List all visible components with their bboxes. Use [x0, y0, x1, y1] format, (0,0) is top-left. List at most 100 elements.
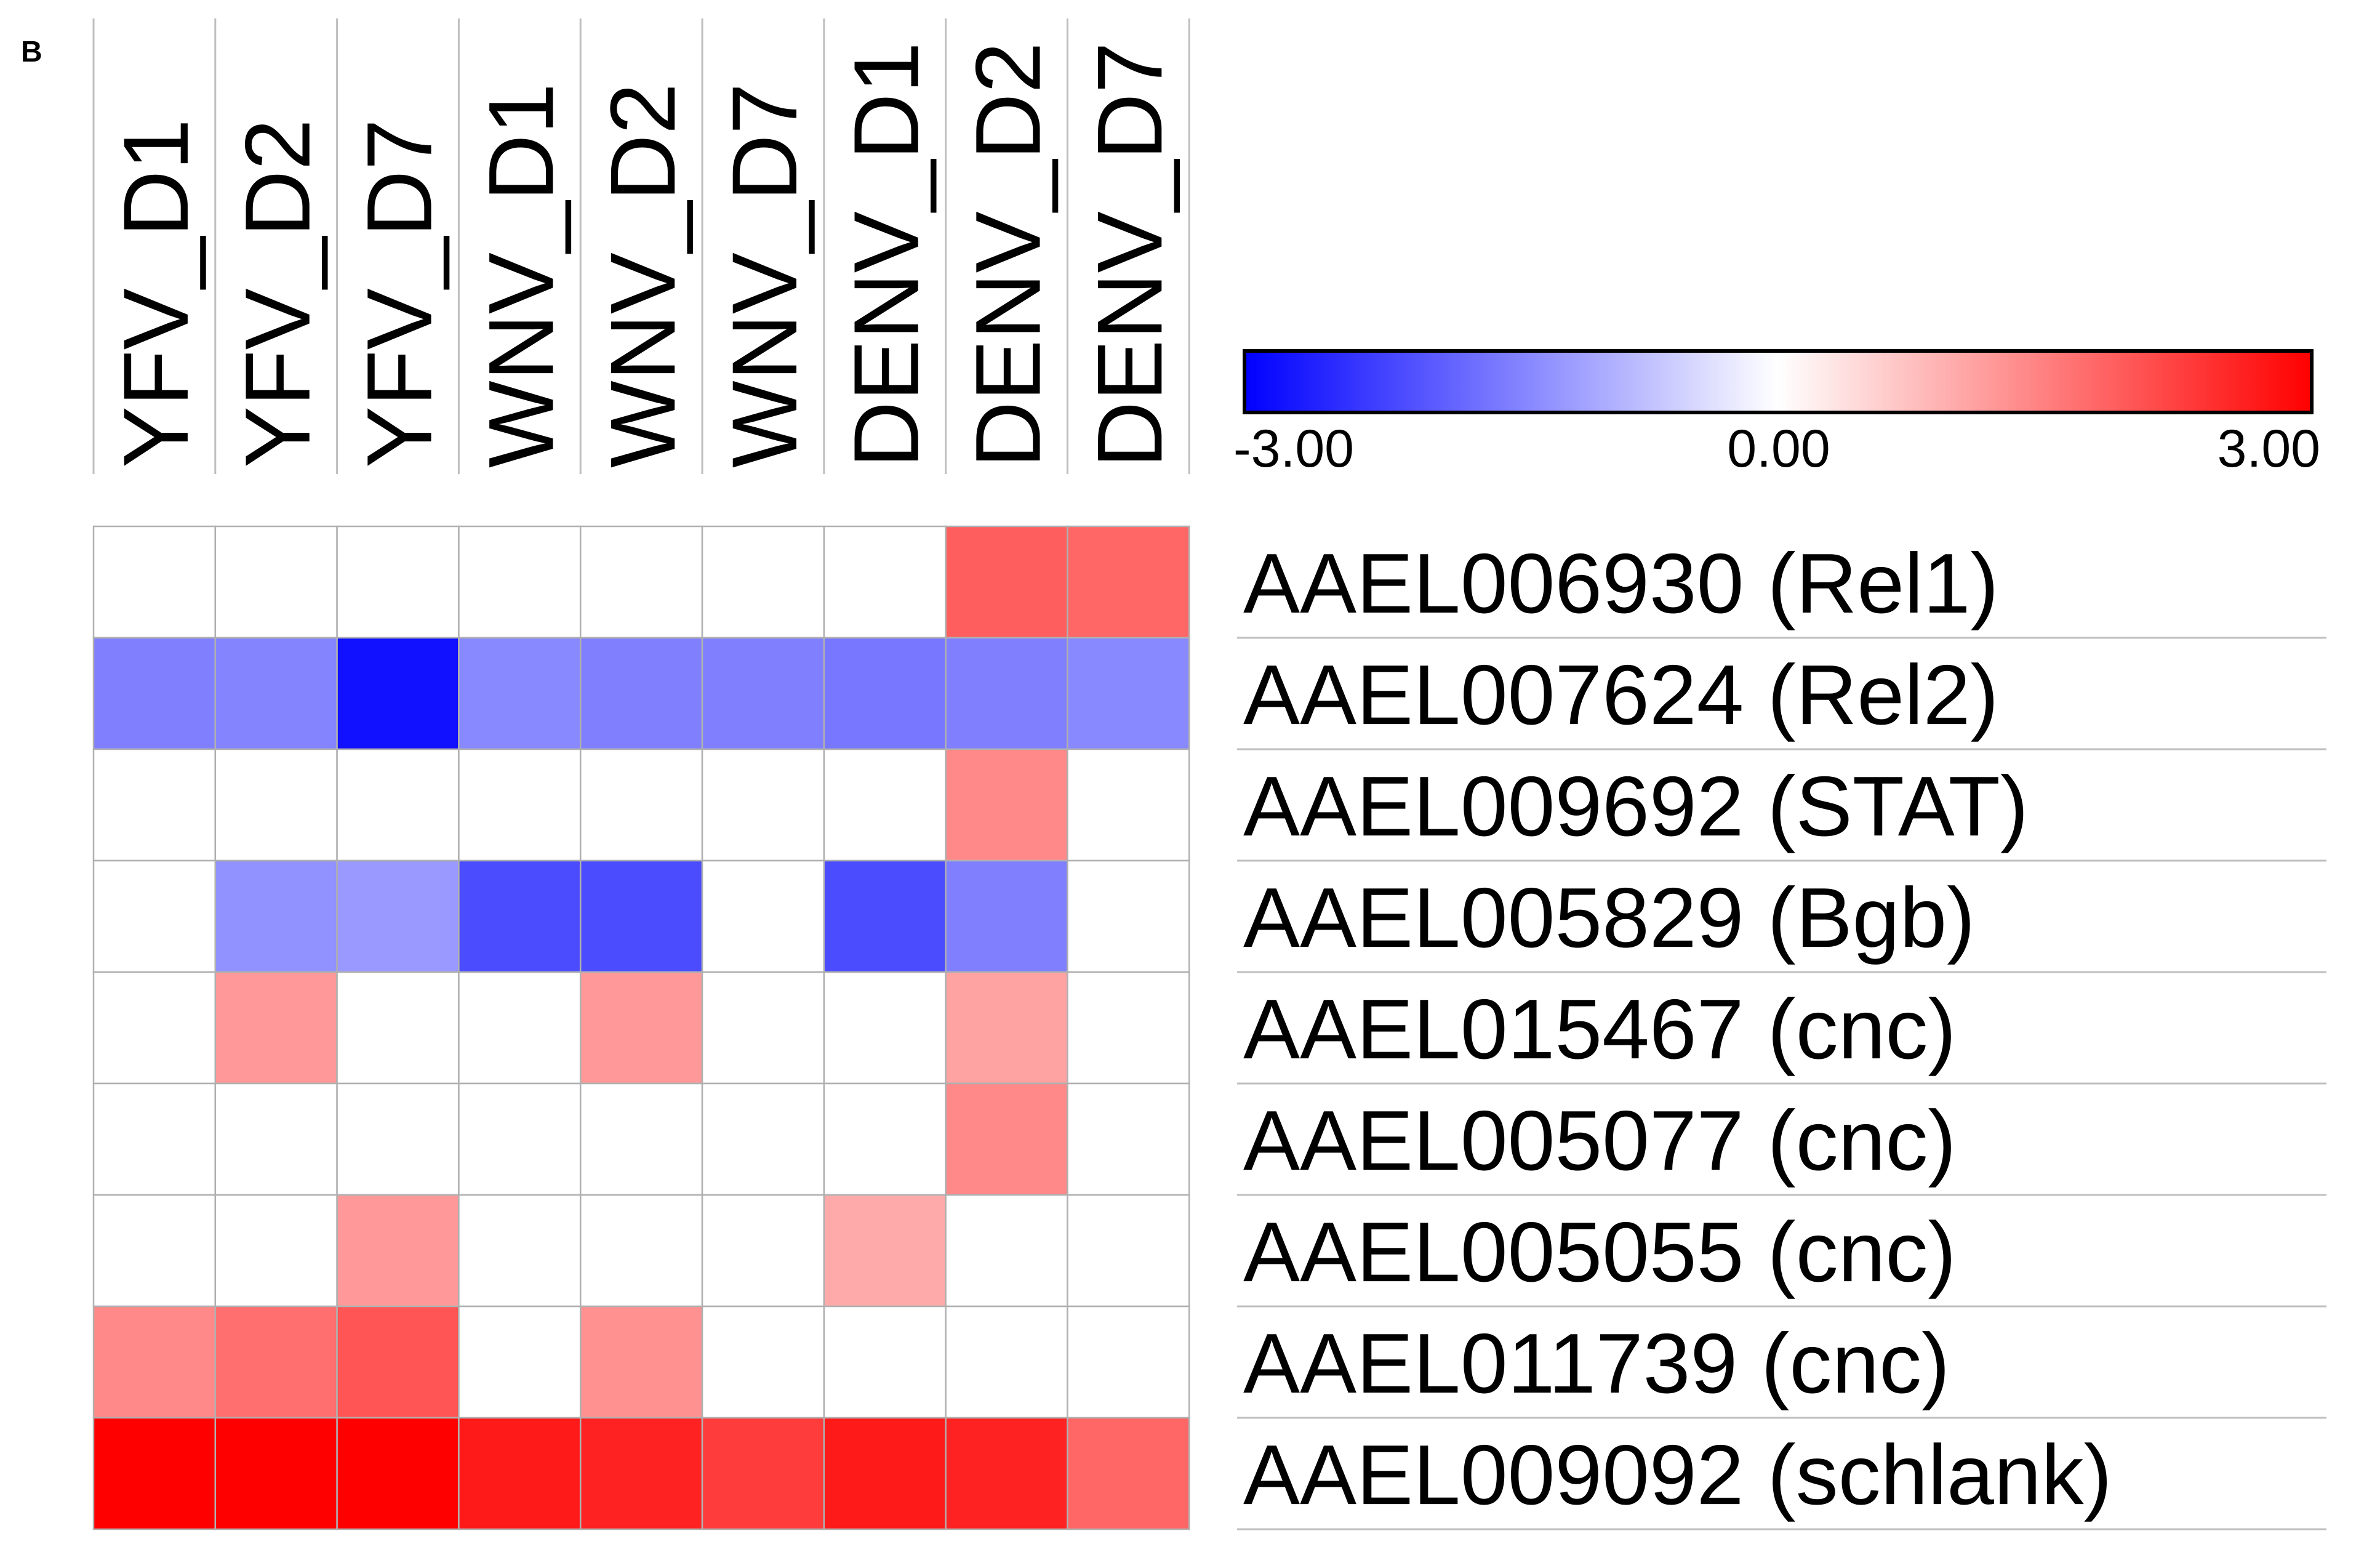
heatmap-cell: [458, 1305, 582, 1419]
heatmap-cell: [92, 859, 217, 973]
heatmap-cell: [945, 859, 1068, 973]
heatmap-cells: [92, 525, 1190, 1530]
heatmap-cell: [336, 1417, 460, 1530]
heatmap-cell: [214, 1194, 338, 1308]
heatmap-cell: [92, 637, 217, 750]
heatmap-cell: [701, 971, 825, 1085]
heatmap-cell: [823, 971, 947, 1085]
heatmap-cell: [945, 971, 1068, 1085]
heatmap-cell: [701, 1082, 825, 1196]
heatmap-cell: [458, 971, 582, 1085]
heatmap-cell: [458, 1082, 582, 1196]
heatmap-cell: [579, 971, 703, 1085]
column-labels: YFV_D1 YFV_D2 YFV_D7 WNV_D1 WNV_D2 WNV_D7 DENV…: [104, 42, 1181, 468]
heatmap-cell: [579, 1417, 703, 1530]
heatmap-cell: [579, 1305, 703, 1419]
column-label: WNV_D7: [713, 83, 816, 468]
heatmap-cell: [214, 1082, 338, 1196]
color-scale-tick-label: 0.00: [1727, 419, 1830, 478]
heatmap-cell: [701, 1305, 825, 1419]
heatmap-cell: [1067, 1082, 1190, 1196]
heatmap-cell: [336, 1082, 460, 1196]
heatmap-cell: [214, 1305, 338, 1419]
row-label: AAEL009092 (schlank): [1243, 1428, 2112, 1522]
row-label: AAEL006930 (Rel1): [1243, 536, 1998, 631]
row-label: AAEL015467 (cnc): [1243, 982, 1956, 1077]
heatmap-cell: [336, 748, 460, 862]
column-label: YFV_D1: [104, 119, 207, 468]
heatmap-cell: [92, 1417, 217, 1530]
heatmap-cell: [214, 859, 338, 973]
heatmap-cell: [945, 525, 1068, 639]
heatmap-cell: [1067, 525, 1190, 639]
heatmap-cell: [945, 748, 1068, 862]
row-label: AAEL009692 (STAT): [1243, 759, 2029, 854]
heatmap-cell: [823, 1082, 947, 1196]
heatmap-cell: [1067, 1194, 1190, 1308]
heatmap-cell: [336, 971, 460, 1085]
heatmap-cell: [336, 525, 460, 639]
heatmap-cell: [579, 859, 703, 973]
heatmap-cell: [945, 1305, 1068, 1419]
heatmap-cell: [1067, 1417, 1190, 1530]
heatmap-cell: [579, 748, 703, 862]
heatmap-cell: [701, 859, 825, 973]
heatmap-cell: [945, 1417, 1068, 1530]
row-label: AAEL005077 (cnc): [1243, 1093, 1956, 1188]
heatmap-cell: [214, 637, 338, 750]
heatmap-cell: [823, 525, 947, 639]
row-label: AAEL005829 (Bgb): [1243, 871, 1975, 965]
column-label: DENV_D7: [1078, 42, 1181, 468]
heatmap-cell: [701, 525, 825, 639]
heatmap-cell: [945, 1082, 1068, 1196]
row-label: AAEL007624 (Rel2): [1243, 648, 1998, 742]
heatmap-cell: [701, 637, 825, 750]
heatmap-cell: [1067, 971, 1190, 1085]
column-label: YFV_D7: [348, 119, 451, 468]
heatmap-cell: [579, 637, 703, 750]
heatmap-cell: [945, 1194, 1068, 1308]
heatmap-cell: [579, 1194, 703, 1308]
heatmap-cell: [214, 1417, 338, 1530]
heatmap-cell: [336, 859, 460, 973]
row-label-separators: [1237, 637, 2326, 1530]
heatmap-cell: [458, 525, 582, 639]
heatmap-cell: [458, 859, 582, 973]
heatmap-cell: [579, 525, 703, 639]
row-label: AAEL011739 (cnc): [1243, 1316, 1950, 1411]
heatmap-cell: [458, 1417, 582, 1530]
column-label: WNV_D2: [591, 83, 694, 468]
color-scale-tick-label: -3.00: [1233, 419, 1354, 478]
heatmap-cell: [458, 1194, 582, 1308]
heatmap-cell: [458, 637, 582, 750]
heatmap-cell: [92, 525, 217, 639]
heatmap-cell: [336, 1194, 460, 1308]
heatmap-cell: [823, 1417, 947, 1530]
heatmap-cell: [214, 748, 338, 862]
heatmap-cell: [579, 1082, 703, 1196]
column-label-separators: [92, 18, 1190, 474]
heatmap-cell: [823, 748, 947, 862]
heatmap-cell: [458, 748, 582, 862]
column-label: WNV_D1: [469, 83, 572, 468]
heatmap-cell: [823, 637, 947, 750]
row-labels: AAEL006930 (Rel1) AAEL007624 (Rel2) AAEL00…: [1243, 536, 2112, 1522]
heatmap-cell: [92, 1082, 217, 1196]
heatmap-cell: [336, 1305, 460, 1419]
heatmap-cell: [1067, 1305, 1190, 1419]
row-label: AAEL005055 (cnc): [1243, 1205, 1956, 1300]
color-scale-ticks: -3.00 0.00 3.00: [1233, 419, 2320, 478]
heatmap-cell: [214, 525, 338, 639]
heatmap-cell: [336, 637, 460, 750]
heatmap-cell: [1067, 748, 1190, 862]
column-label: YFV_D2: [226, 119, 329, 468]
heatmap-cell: [823, 1194, 947, 1308]
panel-label: B: [21, 36, 42, 68]
heatmap-cell: [823, 859, 947, 973]
heatmap-cell: [92, 971, 217, 1085]
heatmap-cell: [1067, 637, 1190, 750]
heatmap-cell: [701, 1417, 825, 1530]
column-label: DENV_D1: [835, 42, 938, 468]
heatmap-cell: [92, 748, 217, 862]
